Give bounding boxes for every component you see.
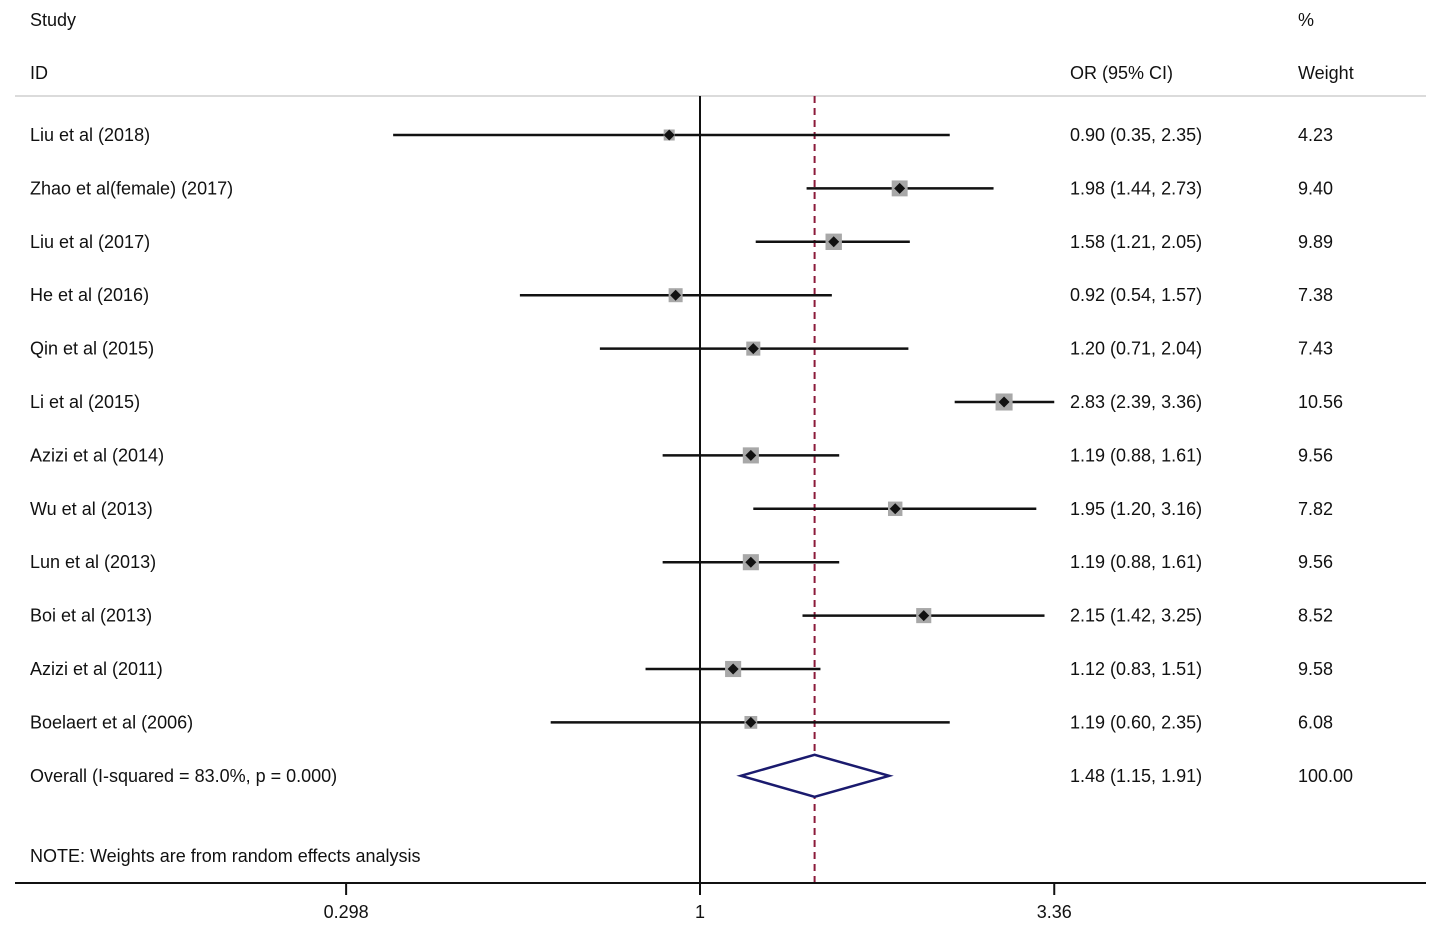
or-ci-label: 1.98 (1.44, 2.73) xyxy=(1070,178,1202,198)
or-header: OR (95% CI) xyxy=(1070,63,1173,83)
point-estimate-marker xyxy=(998,396,1010,408)
weight-label: 7.43 xyxy=(1298,339,1333,359)
study-rows: Liu et al (2018) 0.90 (0.35, 2.35) 4.23 Zha… xyxy=(30,125,1343,732)
weight-label: 6.08 xyxy=(1298,712,1333,732)
overall-diamond xyxy=(736,753,894,799)
study-id-label: Boelaert et al (2006) xyxy=(30,712,193,732)
or-ci-label: 1.20 (0.71, 2.04) xyxy=(1070,339,1202,359)
overall-weight-label: 100.00 xyxy=(1298,766,1353,786)
study-row: Boelaert et al (2006) 1.19 (0.60, 2.35) 6.… xyxy=(30,712,1333,732)
percent-header: % xyxy=(1298,10,1314,30)
point-estimate-marker xyxy=(889,503,901,515)
weight-label: 4.23 xyxy=(1298,125,1333,145)
point-estimate-marker xyxy=(670,289,682,301)
study-id-label: Liu et al (2017) xyxy=(30,232,150,252)
weight-label: 9.56 xyxy=(1298,445,1333,465)
weights-note: NOTE: Weights are from random effects an… xyxy=(30,846,420,866)
study-id-label: Liu et al (2018) xyxy=(30,125,150,145)
study-row: Zhao et al(female) (2017) 1.98 (1.44, 2.7… xyxy=(30,178,1333,198)
point-estimate-marker xyxy=(745,449,757,461)
or-ci-label: 1.58 (1.21, 2.05) xyxy=(1070,232,1202,252)
study-row: Azizi et al (2014) 1.19 (0.88, 1.61) 9.56 xyxy=(30,445,1333,465)
study-row: Lun et al (2013) 1.19 (0.88, 1.61) 9.56 xyxy=(30,552,1333,572)
overall-label: Overall (I-squared = 83.0%, p = 0.000) xyxy=(30,766,337,786)
study-row: Qin et al (2015) 1.20 (0.71, 2.04) 7.43 xyxy=(30,339,1333,359)
weight-label: 8.52 xyxy=(1298,606,1333,626)
or-ci-label: 1.19 (0.88, 1.61) xyxy=(1070,445,1202,465)
study-id-label: Lun et al (2013) xyxy=(30,552,156,572)
study-id-label: He et al (2016) xyxy=(30,285,149,305)
study-row: Boi et al (2013) 2.15 (1.42, 3.25) 8.52 xyxy=(30,606,1333,626)
point-estimate-marker xyxy=(745,556,757,568)
or-ci-label: 2.15 (1.42, 3.25) xyxy=(1070,606,1202,626)
study-id-label: Zhao et al(female) (2017) xyxy=(30,178,233,198)
or-ci-label: 1.95 (1.20, 3.16) xyxy=(1070,499,1202,519)
study-row: Wu et al (2013) 1.95 (1.20, 3.16) 7.82 xyxy=(30,499,1333,519)
overall-or-ci-label: 1.48 (1.15, 1.91) xyxy=(1070,766,1202,786)
point-estimate-marker xyxy=(918,610,930,622)
weight-header: Weight xyxy=(1298,63,1354,83)
x-axis-ticks: 0.298 1 3.36 xyxy=(324,883,1072,922)
point-estimate-marker xyxy=(727,663,739,675)
weight-label: 9.89 xyxy=(1298,232,1333,252)
weight-label: 7.82 xyxy=(1298,499,1333,519)
overall-row: Overall (I-squared = 83.0%, p = 0.000) 1.… xyxy=(30,753,1353,799)
study-header: Study xyxy=(30,10,76,30)
x-tick-label: 0.298 xyxy=(324,902,369,922)
point-estimate-marker xyxy=(894,182,906,194)
or-ci-label: 0.90 (0.35, 2.35) xyxy=(1070,125,1202,145)
or-ci-label: 1.19 (0.88, 1.61) xyxy=(1070,552,1202,572)
study-id-label: Wu et al (2013) xyxy=(30,499,153,519)
or-ci-label: 1.19 (0.60, 2.35) xyxy=(1070,712,1202,732)
study-id-label: Azizi et al (2011) xyxy=(30,659,163,679)
point-estimate-marker xyxy=(745,716,757,728)
study-row: Li et al (2015) 2.83 (2.39, 3.36) 10.56 xyxy=(30,392,1343,412)
x-tick-label: 1 xyxy=(695,902,705,922)
weight-label: 10.56 xyxy=(1298,392,1343,412)
weight-label: 9.56 xyxy=(1298,552,1333,572)
point-estimate-marker xyxy=(828,236,840,248)
study-id-label: Li et al (2015) xyxy=(30,392,140,412)
study-row: Liu et al (2017) 1.58 (1.21, 2.05) 9.89 xyxy=(30,232,1333,252)
or-ci-label: 1.12 (0.83, 1.51) xyxy=(1070,659,1202,679)
x-tick-label: 3.36 xyxy=(1037,902,1072,922)
weight-label: 9.40 xyxy=(1298,178,1333,198)
study-row: He et al (2016) 0.92 (0.54, 1.57) 7.38 xyxy=(30,285,1333,305)
point-estimate-marker xyxy=(747,343,759,355)
weight-label: 9.58 xyxy=(1298,659,1333,679)
study-id-label: Qin et al (2015) xyxy=(30,339,154,359)
study-id-label: Boi et al (2013) xyxy=(30,606,152,626)
id-header: ID xyxy=(30,63,48,83)
study-id-label: Azizi et al (2014) xyxy=(30,445,164,465)
point-estimate-marker xyxy=(663,129,675,141)
study-row: Liu et al (2018) 0.90 (0.35, 2.35) 4.23 xyxy=(30,125,1333,145)
weight-label: 7.38 xyxy=(1298,285,1333,305)
or-ci-label: 2.83 (2.39, 3.36) xyxy=(1070,392,1202,412)
study-row: Azizi et al (2011) 1.12 (0.83, 1.51) 9.58 xyxy=(30,659,1333,679)
or-ci-label: 0.92 (0.54, 1.57) xyxy=(1070,285,1202,305)
